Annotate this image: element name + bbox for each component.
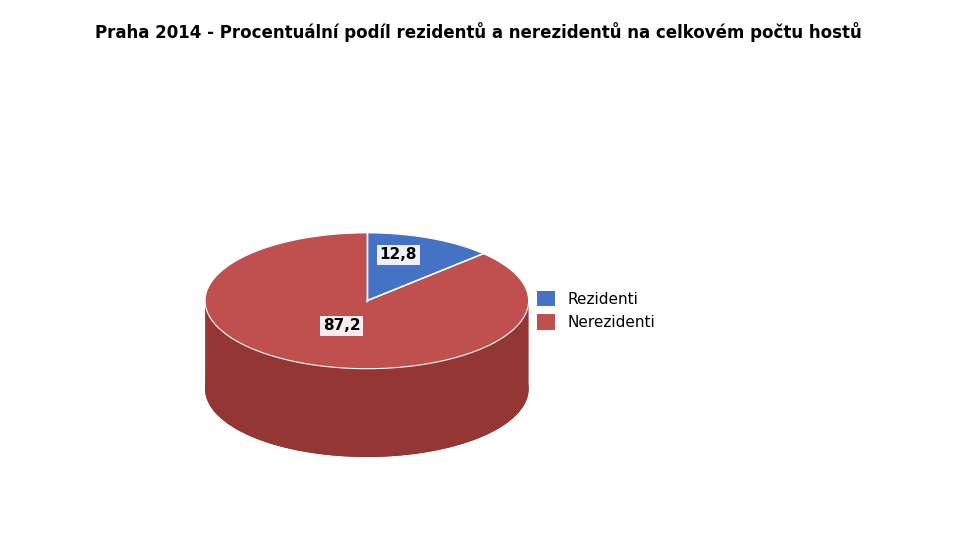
Ellipse shape <box>206 321 529 457</box>
Polygon shape <box>206 301 529 457</box>
Legend: Rezidenti, Nerezidenti: Rezidenti, Nerezidenti <box>530 283 663 338</box>
Polygon shape <box>367 233 484 301</box>
Polygon shape <box>206 233 529 369</box>
Text: 87,2: 87,2 <box>323 318 360 333</box>
Text: Praha 2014 - Procentuální podíl rezidentů a nerezidentů na celkovém počtu hostů: Praha 2014 - Procentuální podíl rezident… <box>95 22 861 42</box>
Text: 12,8: 12,8 <box>380 247 417 262</box>
